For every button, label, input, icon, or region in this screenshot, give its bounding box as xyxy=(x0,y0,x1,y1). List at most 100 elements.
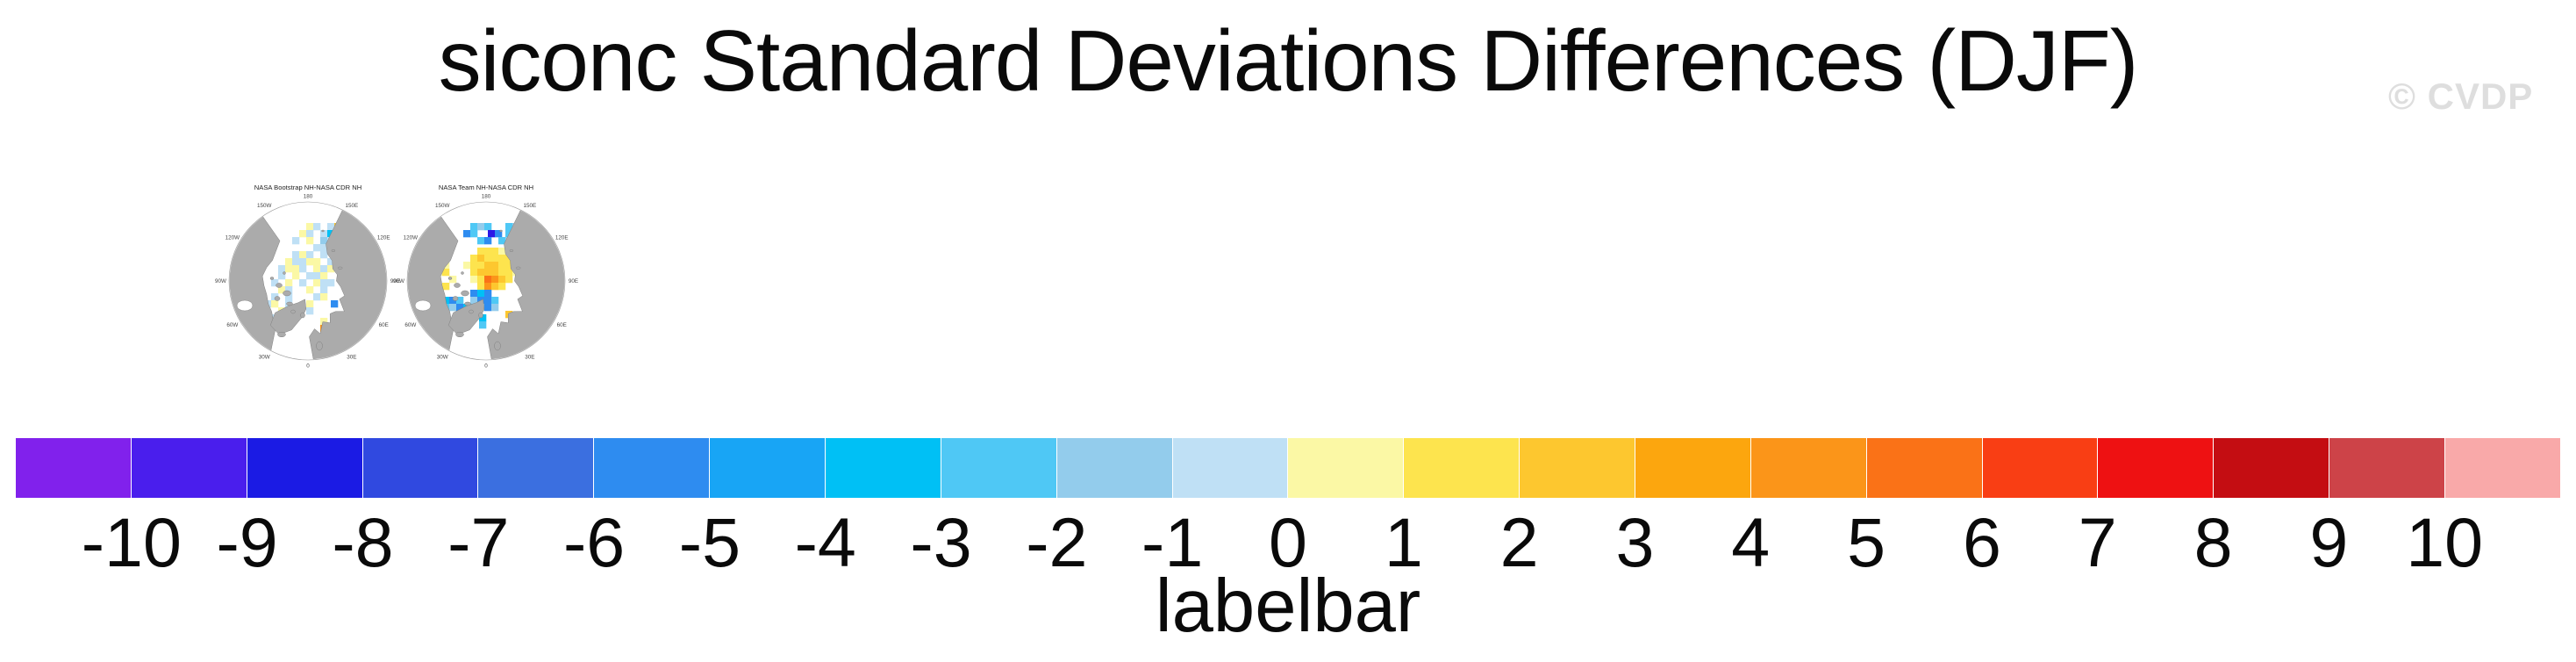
map-cell xyxy=(470,297,478,305)
map-cell xyxy=(477,248,485,255)
lon-label-150W: 150W xyxy=(257,203,272,209)
map-cell xyxy=(449,297,457,305)
map-cell xyxy=(306,223,314,231)
lon-label-30E: 30E xyxy=(347,354,356,360)
map-cell xyxy=(491,297,499,305)
map-cell xyxy=(327,258,335,266)
longitude-labels: 180 150E 120E 90E 60E 30E 0 30W 60W 90W 120W 150W xyxy=(393,194,578,370)
labelbar-tick-1: 1 xyxy=(1384,503,1423,581)
map-cell xyxy=(505,276,513,284)
cvdp-watermark: © CVDP xyxy=(2388,76,2534,117)
labelbar-segment-3 xyxy=(362,438,479,498)
map-cell xyxy=(484,283,492,291)
lon-label-30E: 30E xyxy=(525,354,534,360)
map-cell xyxy=(470,230,478,238)
map-cell xyxy=(292,272,300,280)
map-cell xyxy=(320,230,328,238)
map-cell xyxy=(306,307,314,315)
labelbar-tick--4: -4 xyxy=(794,503,856,581)
labelbar-tick-8: 8 xyxy=(2193,503,2233,581)
lon-label-60W: 60W xyxy=(226,322,238,328)
labelbar-tick-0: 0 xyxy=(1269,503,1307,581)
map-cell xyxy=(484,276,492,284)
map-cell xyxy=(320,251,328,259)
map-cell xyxy=(484,255,492,263)
map-cell xyxy=(292,258,300,266)
map-cell xyxy=(484,290,492,298)
map-cell xyxy=(491,248,499,255)
map-cell xyxy=(442,283,450,291)
map-cell xyxy=(470,276,478,284)
map-cell xyxy=(278,286,286,294)
map-cell xyxy=(484,248,492,255)
labelbar-segment-14 xyxy=(1635,438,1751,498)
map-panel-team: 180 150E 120E 90E 60E 30E 0 30W 60W 90W 120W 150W N… xyxy=(388,181,584,393)
map-cell xyxy=(306,230,314,238)
map-cell xyxy=(477,237,485,245)
map-cell xyxy=(306,286,314,294)
lon-label-150W: 150W xyxy=(435,203,450,209)
map-cell xyxy=(470,223,478,231)
map-cell xyxy=(484,223,492,231)
labelbar-segment-19 xyxy=(2214,438,2330,498)
map-cell xyxy=(505,262,513,270)
map-rim xyxy=(228,201,388,361)
labelbar-segment-17 xyxy=(1982,438,2099,498)
labelbar-tick-7: 7 xyxy=(2078,503,2117,581)
map-rim xyxy=(406,201,566,361)
map-cell xyxy=(463,262,471,270)
map-cell xyxy=(463,230,471,238)
map-cell xyxy=(320,272,328,280)
labelbar-segment-20 xyxy=(2329,438,2446,498)
labelbar-tick--5: -5 xyxy=(678,503,741,581)
labelbar-ticks: -10 -9 -8 -7 -6 -5 -4 -3 -2 -1 0 1 2 3 4 5 6 7 8 9 10 xyxy=(16,507,2560,578)
labelbar-tick--8: -8 xyxy=(332,503,394,581)
map-cell xyxy=(292,251,300,259)
map-cell xyxy=(491,269,499,277)
map-cell xyxy=(292,237,300,245)
map-cell xyxy=(285,265,293,273)
map-cell xyxy=(477,290,485,298)
labelbar-tick-3: 3 xyxy=(1615,503,1655,581)
labelbar-tick-4: 4 xyxy=(1731,503,1771,581)
map-cell xyxy=(479,321,487,329)
map-cell xyxy=(484,237,492,245)
figure-title: siconc Standard Deviations Differences (… xyxy=(438,12,2139,109)
labelbar-segment-16 xyxy=(1866,438,1983,498)
labelbar-segment-0 xyxy=(16,438,132,498)
labelbar-tick--2: -2 xyxy=(1026,503,1088,581)
lon-label-180: 180 xyxy=(304,194,313,200)
map-cell xyxy=(449,304,457,312)
map-cell xyxy=(488,230,496,238)
map-cell xyxy=(477,255,485,263)
labelbar-tick--3: -3 xyxy=(910,503,972,581)
map-title-bootstrap: NASA Bootstrap NH-NASA CDR NH xyxy=(254,183,362,191)
map-cell xyxy=(313,272,321,280)
map-cell xyxy=(477,262,485,270)
map-cell xyxy=(477,269,485,277)
map-cell xyxy=(320,244,328,252)
map-cell xyxy=(313,293,321,301)
map-cell xyxy=(271,279,279,287)
map-cell xyxy=(306,251,314,259)
labelbar-tick--7: -7 xyxy=(447,503,510,581)
map-cell xyxy=(306,272,314,280)
lon-label-30W: 30W xyxy=(259,354,270,360)
map-cell xyxy=(470,290,478,298)
lon-label-0: 0 xyxy=(306,363,310,370)
map-cell xyxy=(320,293,328,301)
map-cell xyxy=(456,297,464,305)
map-cell xyxy=(320,318,328,326)
map-cell xyxy=(495,230,503,238)
labelbar-tick-6: 6 xyxy=(1962,503,2001,581)
labelbar-segment-6 xyxy=(710,438,826,498)
map-cell xyxy=(477,223,485,231)
map-cell xyxy=(456,304,464,312)
map-cell xyxy=(442,269,450,277)
lon-label-60E: 60E xyxy=(557,322,567,328)
map-cell xyxy=(313,279,321,287)
map-cell xyxy=(313,223,321,231)
lon-label-90E: 90E xyxy=(569,278,578,284)
map-cell xyxy=(491,255,499,263)
